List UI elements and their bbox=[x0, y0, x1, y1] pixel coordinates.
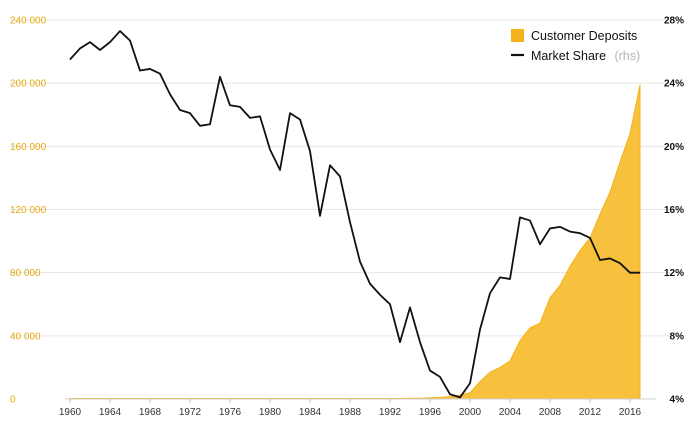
x-axis-tick-label: 1984 bbox=[299, 407, 322, 418]
x-axis-tick-label: 1968 bbox=[139, 407, 162, 418]
market-share-line bbox=[69, 30, 640, 399]
left-axis-tick-label: 80 000 bbox=[10, 268, 41, 279]
market-share-line-layer bbox=[69, 30, 640, 399]
x-axis-tick-label: 2004 bbox=[499, 407, 522, 418]
right-axis-tick-label: 24% bbox=[664, 79, 684, 90]
left-axis-tick-label: 40 000 bbox=[10, 331, 41, 342]
left-axis-tick-label: 120 000 bbox=[10, 205, 47, 216]
right-axis-tick-label: 16% bbox=[664, 205, 684, 216]
x-axis-tick-label: 1996 bbox=[419, 407, 442, 418]
left-axis-tick-label: 200 000 bbox=[10, 79, 47, 90]
legend: Customer Deposits Market Share (rhs) bbox=[511, 29, 640, 64]
x-axis-tick-label: 1960 bbox=[59, 407, 82, 418]
left-axis-tick-label: 0 bbox=[10, 395, 16, 406]
x-axis-tick-label: 2008 bbox=[539, 407, 562, 418]
right-axis-tick-label: 20% bbox=[664, 142, 684, 153]
right-axis-tick-label: 28% bbox=[664, 16, 684, 27]
legend-deposits-label: Customer Deposits bbox=[531, 29, 637, 43]
x-axis-tick-label: 2012 bbox=[579, 407, 602, 418]
legend-deposits-swatch bbox=[511, 29, 524, 42]
legend-share-suffix: (rhs) bbox=[614, 49, 640, 63]
right-axis-tick-label: 12% bbox=[664, 268, 684, 279]
legend-share-label-group: Market Share (rhs) bbox=[531, 47, 640, 64]
x-axis-tick-label: 1980 bbox=[259, 407, 282, 418]
x-axis-tick-label: 1988 bbox=[339, 407, 362, 418]
axes: 0 40 000 80 000 120 000 160 000 200 000 240 00… bbox=[10, 16, 684, 419]
x-axis-tick-label: 2000 bbox=[459, 407, 482, 418]
x-axis-tick-label: 1976 bbox=[219, 407, 242, 418]
x-axis-tick-label: 1992 bbox=[379, 407, 402, 418]
right-axis-tick-label: 4% bbox=[670, 395, 685, 406]
right-axis-tick-label: 8% bbox=[670, 331, 685, 342]
left-axis-tick-label: 240 000 bbox=[10, 16, 47, 27]
left-axis-tick-label: 160 000 bbox=[10, 142, 47, 153]
x-axis-tick-label: 2016 bbox=[619, 407, 642, 418]
legend-share-label: Market Share bbox=[531, 49, 606, 63]
x-axis-tick-label: 1964 bbox=[99, 407, 122, 418]
x-axis-tick-label: 1972 bbox=[179, 407, 202, 418]
